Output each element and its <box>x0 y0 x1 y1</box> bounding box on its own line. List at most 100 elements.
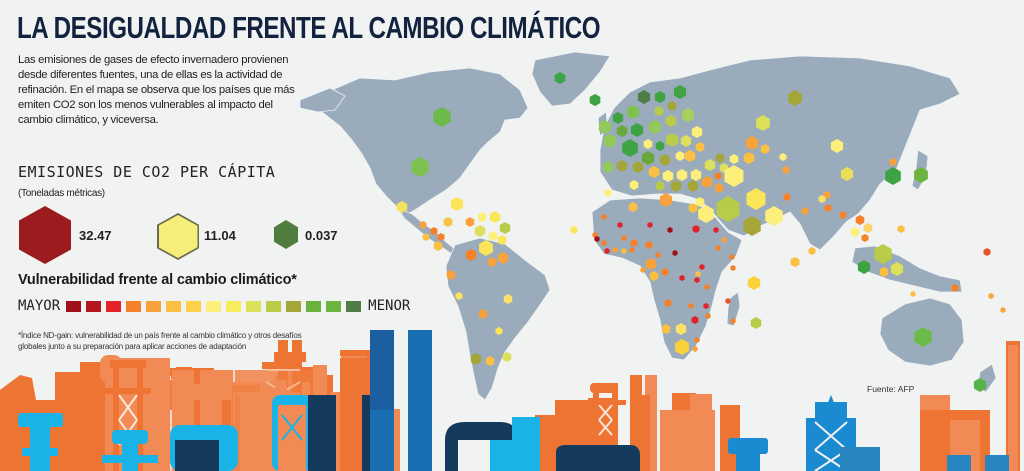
emission-hexagon-north-africa <box>628 202 638 212</box>
emission-hexagon-madagascar <box>725 298 731 304</box>
scale-swatch <box>166 300 182 312</box>
emission-hexagon-mediterranean <box>714 183 724 193</box>
emission-hexagon-pacific <box>983 248 991 256</box>
emission-hexagon-southeast-asia <box>855 215 865 225</box>
emission-hexagon-middle-east <box>716 196 740 222</box>
emission-hexagon-europe <box>648 120 662 134</box>
emission-hexagon-europe <box>659 154 671 166</box>
emission-hexagon-europe <box>715 153 725 163</box>
emission-hexagon-suriname <box>487 257 497 267</box>
emission-hexagon-caribbean <box>465 217 475 227</box>
emission-hexagon-finland <box>673 85 687 99</box>
emission-hexagon-europe <box>676 169 688 181</box>
emission-hexagon-argentina <box>485 356 495 366</box>
emission-hexagon-mauritius <box>750 317 762 329</box>
emission-hexagon-sweden <box>654 91 666 103</box>
emission-hexagon-southern-africa <box>694 337 700 343</box>
emission-hexagon-mediterranean <box>670 180 682 192</box>
scale-high-label: MAYOR <box>18 298 61 314</box>
emission-hexagon-europe <box>602 161 614 173</box>
emission-hexagon-europe <box>665 133 679 147</box>
emission-hexagon-europe <box>632 161 644 173</box>
emission-hexagon-central-america <box>419 221 427 229</box>
emission-hexagon-mediterranean <box>629 180 639 190</box>
emissions-value-low: 0.037 <box>305 228 338 243</box>
emission-hexagon-caribbean <box>474 225 486 237</box>
emission-hexagon-pacific <box>988 293 994 299</box>
emission-hexagon-central-africa <box>640 267 646 273</box>
emission-hexagon-europe <box>630 123 644 137</box>
emission-hexagon-europe <box>667 101 677 111</box>
emission-hexagon-middle-east <box>698 205 714 223</box>
scale-swatches <box>66 300 366 312</box>
emission-hexagon-guyana <box>497 252 509 264</box>
emission-hexagon-southern-africa <box>664 299 672 307</box>
emission-markers <box>396 72 1006 392</box>
emission-hexagon-europe <box>603 134 617 148</box>
emission-hexagon-kazakhstan <box>756 115 770 131</box>
emission-hexagon-central-africa <box>679 275 685 281</box>
emission-hexagon-caribbean <box>443 217 453 227</box>
emission-hexagon-southeast-asia <box>839 211 847 219</box>
emission-hexagon-usa <box>411 157 429 177</box>
footnote: *Índice ND-gain: vulnerabilidad de un pa… <box>18 331 302 351</box>
emission-hexagon-europe <box>622 139 638 157</box>
emission-hexagon-bolivia <box>478 309 488 319</box>
emission-hexagon-madagascar <box>730 318 736 324</box>
emission-hexagon-japan <box>914 167 928 183</box>
vulnerability-scale: MAYOR MENOR <box>18 298 410 314</box>
emission-hexagon-europe <box>655 141 665 151</box>
scale-swatch <box>286 300 302 312</box>
emission-hexagon-southern-africa <box>675 323 687 335</box>
alaska-landmass <box>299 87 346 113</box>
emission-hexagon-north-africa <box>659 193 673 207</box>
emission-hexagon-mediterranean <box>743 152 755 164</box>
scale-swatch <box>266 300 282 312</box>
emission-hexagon-west-africa <box>604 248 610 254</box>
emission-hexagon-southeast-asia <box>879 267 889 277</box>
emission-hexagon-mediterranean <box>724 165 744 187</box>
scale-swatch <box>186 300 202 312</box>
emission-hexagon-middle-east <box>746 188 766 210</box>
emission-hexagon-brazil <box>503 294 513 304</box>
emission-hexagon-southeast-asia <box>874 244 892 264</box>
emission-hexagon-central-africa <box>645 258 657 270</box>
emission-hexagon-pacific <box>1000 307 1006 313</box>
emission-hexagon-central-africa <box>695 271 701 277</box>
emission-hexagon-southeast-asia <box>897 225 905 233</box>
emission-hexagon-north-africa <box>688 203 698 213</box>
emission-hexagon-central-america <box>430 227 438 235</box>
emission-hexagon-central-america <box>437 233 445 241</box>
emissions-value-high: 32.47 <box>79 228 112 243</box>
emission-hexagon-caribbean <box>499 222 511 234</box>
emission-hexagon-chile <box>470 353 482 365</box>
emission-hexagon-indonesia <box>910 291 916 297</box>
emission-hexagon-mongolia <box>830 139 844 153</box>
emission-hexagon-canada <box>433 107 451 127</box>
emission-hexagon-korea <box>885 167 901 185</box>
emission-hexagon-west-africa <box>629 247 635 253</box>
emission-hexagon-china <box>840 167 854 181</box>
hexagon-icon-large <box>19 206 71 264</box>
emission-hexagon-west-africa <box>594 236 600 242</box>
emission-hexagon-west-africa <box>630 239 638 247</box>
emission-hexagon-sri-lanka <box>808 247 816 255</box>
emission-hexagon-caribbean <box>489 211 501 223</box>
emission-hexagon-southern-africa <box>705 313 711 319</box>
skyline-blue-front <box>18 330 1009 471</box>
scale-swatch <box>86 300 102 312</box>
emission-hexagon-mediterranean <box>760 144 770 154</box>
emission-hexagon-west-africa <box>612 247 618 253</box>
emission-hexagon-europe <box>684 150 696 162</box>
emission-hexagon-southern-africa <box>675 339 689 355</box>
emission-hexagon-europe <box>616 125 628 137</box>
emission-hexagon-new-zealand <box>973 378 987 392</box>
emission-hexagon-europe <box>612 112 624 124</box>
emission-hexagon-mediterranean <box>782 166 790 174</box>
emission-hexagon-europe <box>704 159 716 171</box>
emission-hexagon-ireland <box>589 94 601 106</box>
emission-hexagon-southeast-asia <box>863 223 873 233</box>
emission-hexagon-central-africa <box>667 227 673 233</box>
emission-hexagon-cuba <box>450 197 464 211</box>
